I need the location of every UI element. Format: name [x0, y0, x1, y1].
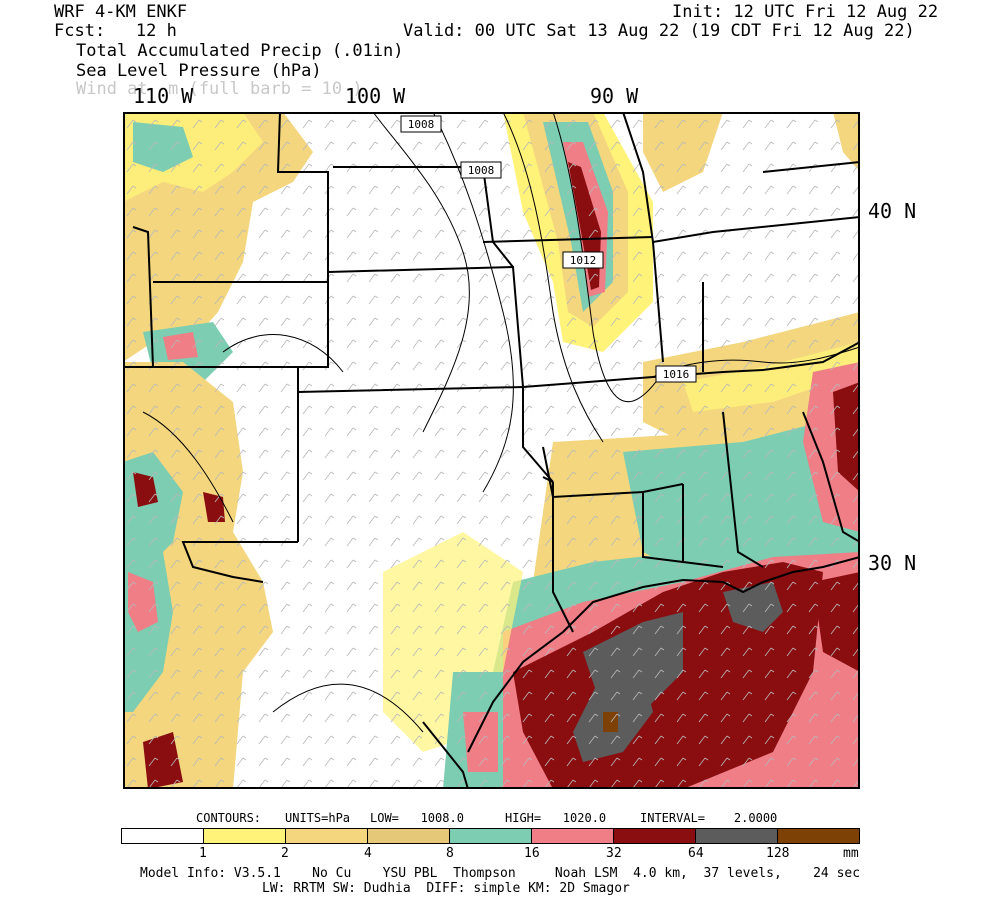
colorbar-segment — [696, 829, 778, 843]
field-precip-label: Total Accumulated Precip (.01in) — [76, 41, 404, 61]
lon-label-90w: 90 W — [590, 84, 639, 108]
model-title: WRF 4-KM ENKF — [54, 2, 188, 22]
lon-label-110w: 110 W — [133, 84, 194, 108]
model-info: Model Info: V3.5.1 No Cu YSU PBL Thompso… — [140, 866, 861, 881]
scale-tick-4: 4 — [364, 846, 372, 861]
wind-barbs — [123, 112, 860, 789]
isobar-labels: 1008 1008 1012 1016 — [400, 115, 697, 383]
map-frame — [123, 112, 860, 789]
scale-tick-64: 64 — [688, 846, 704, 861]
model-info-physics: LW: RRTM SW: Dudhia DIFF: simple KM: 2D … — [262, 881, 630, 896]
contours-interval: INTERVAL= 2.0000 — [640, 811, 778, 825]
lat-label-30n: 30 N — [868, 551, 917, 575]
scale-tick-32: 32 — [606, 846, 622, 861]
svg-text:1008: 1008 — [468, 164, 495, 177]
field-wind-label: Wind at m (full barb = 10 ) — [76, 79, 363, 99]
init-time: Init: 12 UTC Fri 12 Aug 22 — [672, 2, 939, 22]
svg-text:1008: 1008 — [408, 118, 435, 131]
scale-tick-2: 2 — [281, 846, 289, 861]
forecast-hour: Fcst: 12 h — [54, 21, 177, 41]
colorbar-segment — [614, 829, 696, 843]
colorbar-segment — [778, 829, 859, 843]
contours-low: LOW= 1008.0 — [370, 811, 464, 825]
scale-tick-128: 128 — [766, 846, 790, 861]
field-slp-label: Sea Level Pressure (hPa) — [76, 61, 322, 81]
valid-time: Valid: 00 UTC Sat 13 Aug 22 (19 CDT Fri … — [403, 21, 915, 41]
colorbar-segment — [532, 829, 614, 843]
scale-unit: mm — [843, 846, 859, 861]
lon-label-100w: 100 W — [345, 84, 406, 108]
svg-text:1016: 1016 — [663, 368, 690, 381]
colorbar-segment — [368, 829, 450, 843]
contours-label: CONTOURS: — [196, 811, 262, 825]
colorbar-segment — [122, 829, 204, 843]
colorbar-segment — [204, 829, 286, 843]
scale-tick-1: 1 — [199, 846, 207, 861]
precip-colorbar — [121, 828, 860, 844]
colorbar-segment — [286, 829, 368, 843]
svg-text:1012: 1012 — [570, 254, 597, 267]
contours-high: HIGH= 1020.0 — [505, 811, 607, 825]
precip-map: 1008 1008 1012 1016 — [123, 112, 860, 789]
state-borders — [123, 112, 860, 789]
contours-units: UNITS=hPa — [285, 811, 351, 825]
colorbar-segment — [450, 829, 532, 843]
scale-tick-16: 16 — [524, 846, 540, 861]
lat-label-40n: 40 N — [868, 199, 917, 223]
scale-tick-8: 8 — [446, 846, 454, 861]
